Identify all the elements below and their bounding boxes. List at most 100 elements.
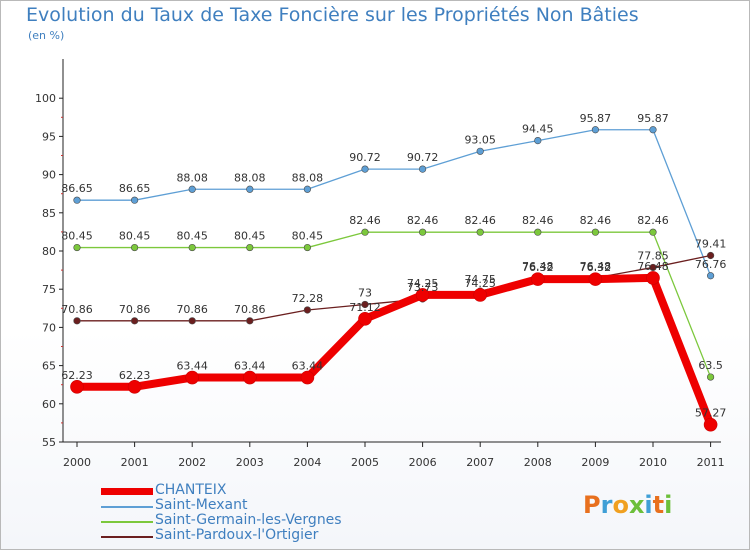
data-point xyxy=(361,300,369,309)
y-tick-label: 60 xyxy=(42,398,56,411)
x-tick-label: 2003 xyxy=(236,456,264,469)
data-label: 80.45 xyxy=(61,230,93,243)
y-ticks: 55 60 65 70 75 80 85 90 95 100 xyxy=(35,92,63,449)
x-tick-label: 2006 xyxy=(409,456,437,469)
data-label: 94.45 xyxy=(522,123,554,136)
data-label: 82.46 xyxy=(522,214,554,227)
data-point xyxy=(419,228,427,236)
x-tick-label: 2005 xyxy=(351,456,379,469)
data-label: 95.87 xyxy=(580,112,612,125)
data-point xyxy=(706,272,715,280)
data-point xyxy=(646,271,660,285)
y-tick-label: 80 xyxy=(42,245,56,258)
data-point xyxy=(534,228,542,236)
data-label: 90.72 xyxy=(349,151,381,164)
data-label: 82.46 xyxy=(349,214,381,227)
data-point xyxy=(303,306,312,314)
data-label: 74.25 xyxy=(407,277,439,290)
y-tick-label: 95 xyxy=(42,130,56,143)
data-label: 80.45 xyxy=(234,230,266,243)
x-tick-label: 2004 xyxy=(293,456,321,469)
data-point xyxy=(476,228,484,236)
legend-label: Saint-Germain-les-Vergnes xyxy=(155,512,342,528)
logo-letter: P xyxy=(583,491,601,519)
data-point xyxy=(131,196,139,204)
data-point xyxy=(127,379,142,394)
data-point xyxy=(361,165,369,173)
y-tick-label: 70 xyxy=(42,321,56,334)
data-point xyxy=(703,417,718,432)
series-line xyxy=(77,231,712,378)
data-point xyxy=(303,243,312,252)
data-point xyxy=(706,251,715,260)
data-label: 74.75 xyxy=(464,273,496,286)
data-label: 88.08 xyxy=(292,171,324,184)
data-point xyxy=(649,126,657,134)
data-point xyxy=(246,317,254,325)
data-label: 79.41 xyxy=(695,238,727,251)
data-label: 88.08 xyxy=(176,171,208,184)
data-point xyxy=(73,317,81,325)
data-point xyxy=(188,185,196,193)
data-point xyxy=(188,317,196,325)
series-line xyxy=(77,273,715,427)
data-label: 82.46 xyxy=(464,214,496,227)
data-point xyxy=(530,272,545,286)
data-label: 73.73 xyxy=(407,281,439,294)
data-label: 80.45 xyxy=(119,230,151,243)
data-point xyxy=(303,185,312,193)
data-point xyxy=(131,317,139,325)
data-label: 88.08 xyxy=(234,171,266,184)
data-point xyxy=(361,228,369,236)
data-label: 76.76 xyxy=(695,258,727,271)
data-label: 76.32 xyxy=(580,261,612,274)
data-label: 77.85 xyxy=(637,249,669,262)
data-label: 70.86 xyxy=(234,303,266,316)
legend-label: Saint-Mexant xyxy=(155,497,248,513)
data-label: 86.65 xyxy=(61,182,93,195)
data-label: 82.46 xyxy=(580,214,612,227)
x-tick-label: 2002 xyxy=(178,456,206,469)
data-label: 80.45 xyxy=(292,230,324,243)
x-tick-label: 2001 xyxy=(121,456,149,469)
data-labels: 86.65 86.65 88.08 88.08 88.08 90.72 90.72 93.05… xyxy=(61,112,726,420)
data-label: 63.44 xyxy=(292,360,324,373)
x-tick-label: 2011 xyxy=(697,456,725,469)
data-point xyxy=(185,370,199,385)
data-label: 76.32 xyxy=(522,261,554,274)
data-label: 73 xyxy=(358,286,372,299)
data-point xyxy=(246,243,254,252)
data-point xyxy=(706,373,715,381)
y-tick-label: 55 xyxy=(42,436,56,449)
data-point xyxy=(131,243,139,252)
data-label: 70.86 xyxy=(176,303,208,316)
x-tick-label: 2000 xyxy=(63,456,91,469)
logo-letter: i xyxy=(664,491,673,519)
x-tick-label: 2009 xyxy=(581,456,609,469)
y-tick-label: 75 xyxy=(42,283,56,296)
data-point xyxy=(649,263,657,272)
data-label: 74.25 xyxy=(464,277,496,290)
data-point xyxy=(534,137,542,145)
data-point xyxy=(73,196,81,204)
data-label: 93.05 xyxy=(464,133,496,146)
y-tick-label: 85 xyxy=(42,207,56,220)
y-tick-label: 100 xyxy=(35,92,56,105)
data-label: 70.86 xyxy=(119,303,151,316)
data-label: 95.87 xyxy=(637,112,669,125)
data-label: 57.27 xyxy=(695,407,727,420)
series-lines xyxy=(70,126,718,432)
data-label: 90.72 xyxy=(407,151,439,164)
data-label: 82.46 xyxy=(637,214,669,227)
data-label: 70.86 xyxy=(61,303,93,316)
data-point xyxy=(591,228,600,236)
data-label: 76.48 xyxy=(580,260,612,273)
data-label: 63.44 xyxy=(176,360,208,373)
proxiti-logo: Proxiti xyxy=(583,491,672,519)
data-label: 76.48 xyxy=(637,260,669,273)
legend-swatch xyxy=(101,536,153,538)
data-label: 76.48 xyxy=(522,260,554,273)
legend-swatch xyxy=(101,506,153,508)
